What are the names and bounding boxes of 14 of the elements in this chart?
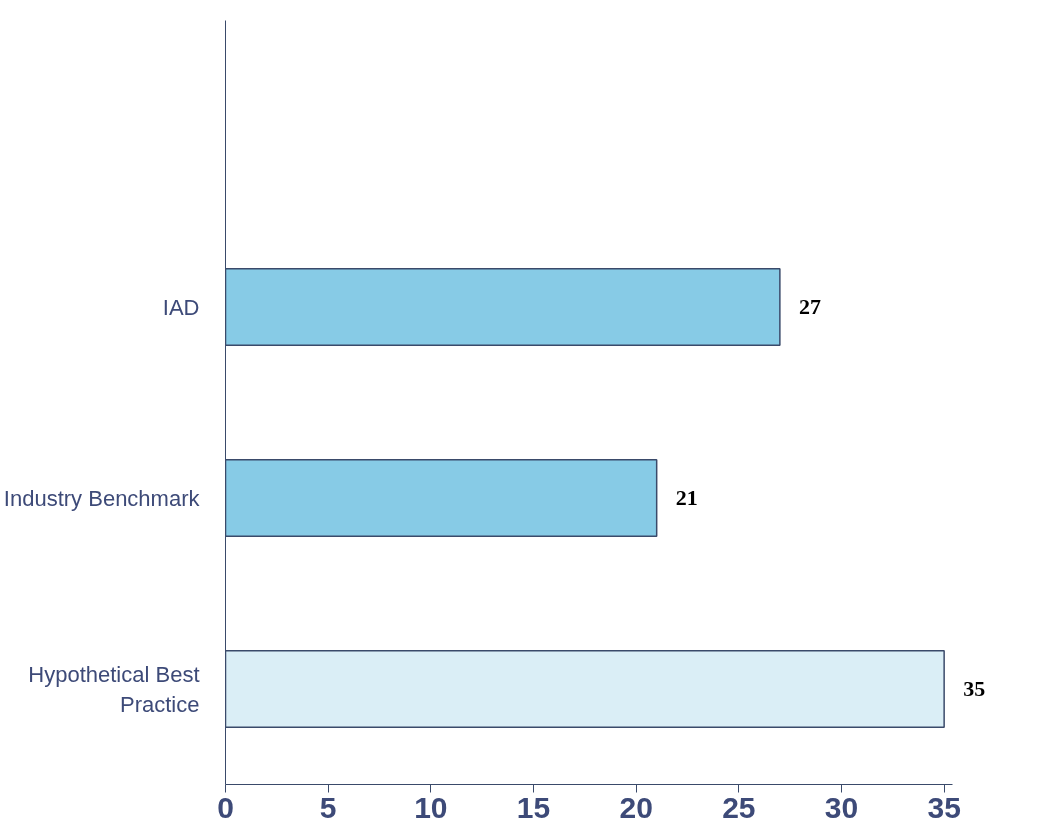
x-tick-label: 25 [722, 790, 756, 824]
x-tick-label: 35 [927, 790, 961, 824]
y-tick-label: Hypothetical Best Practice [28, 661, 200, 717]
y-tick-label: Industry Benchmark [3, 485, 201, 511]
data-label: 21 [675, 485, 698, 510]
x-tick-label: 0 [217, 790, 234, 824]
x-tick-label: 20 [619, 790, 653, 824]
y-tick-label: IAD [162, 294, 200, 320]
x-tick-label: 10 [414, 790, 448, 824]
x-tick-label: 15 [516, 790, 551, 824]
x-tick-label: 30 [824, 790, 859, 824]
data-label: 35 [963, 676, 986, 701]
x-tick-label: 5 [319, 790, 337, 824]
data-label: 27 [798, 294, 821, 319]
